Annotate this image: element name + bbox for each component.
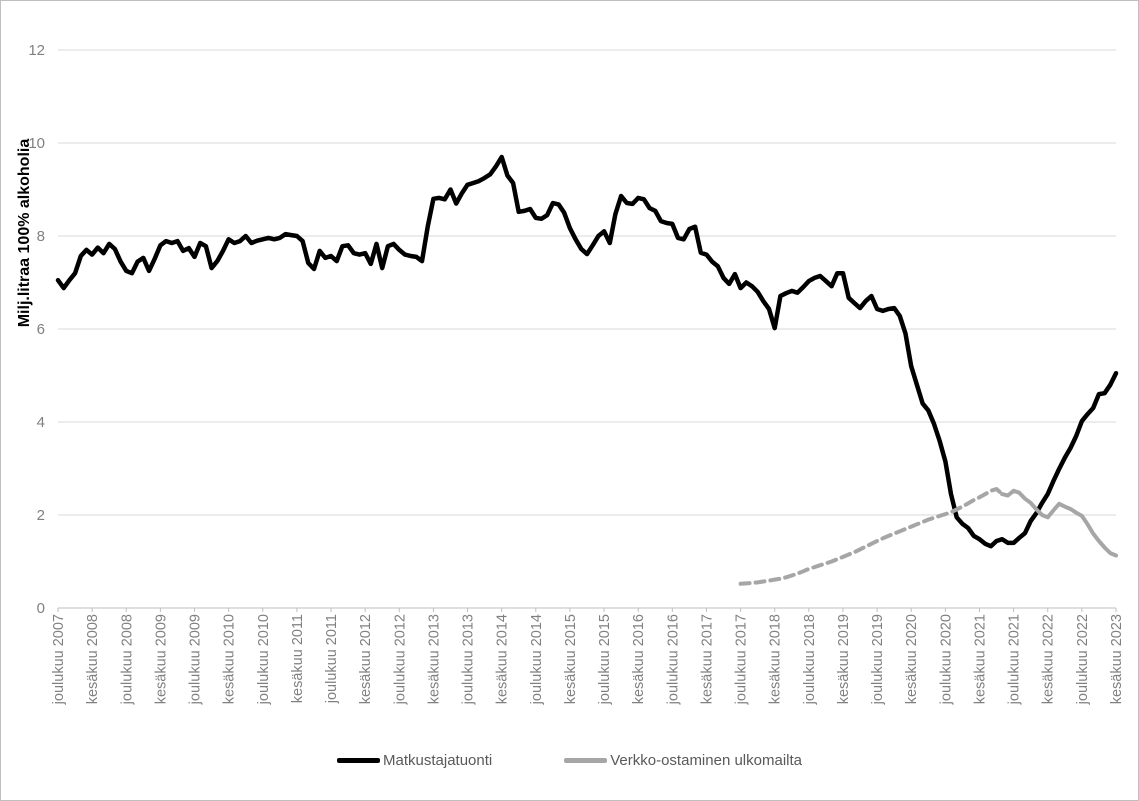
- legend-item-matkustajatuonti: Matkustajatuonti: [337, 752, 492, 769]
- x-axis-tick-label: kesäkuu 2011: [290, 614, 306, 703]
- x-axis-tick-label: kesäkuu 2010: [222, 614, 238, 704]
- x-axis-tick-label: kesäkuu 2018: [768, 614, 784, 704]
- x-axis-tick-label: joulukuu 2013: [461, 614, 477, 705]
- verkko-ostaminen-legend-line: [564, 758, 608, 763]
- matkustajatuonti-legend-line: [337, 758, 380, 763]
- y-axis-tick-label: 0: [37, 600, 45, 617]
- x-axis-tick-label: joulukuu 2010: [256, 614, 272, 705]
- legend: Matkustajatuonti Verkko-ostaminen ulkoma…: [1, 752, 1138, 769]
- legend-label: Verkko-ostaminen ulkomailta: [610, 752, 802, 769]
- y-axis-title: Milj.litraa 100% alkoholia: [11, 113, 39, 353]
- x-axis-tick-label: joulukuu 2011: [324, 614, 340, 704]
- x-axis-tick-label: kesäkuu 2014: [495, 614, 511, 704]
- x-axis-tick-label: kesäkuu 2021: [972, 614, 988, 704]
- y-axis-tick-label: 6: [37, 321, 45, 338]
- x-axis-tick-label: joulukuu 2015: [597, 614, 613, 705]
- x-axis-tick-label: joulukuu 2007: [51, 614, 67, 705]
- y-axis-tick-label: 10: [28, 135, 45, 152]
- series-line-matkustajatuonti: [55, 154, 1119, 549]
- y-axis-tick-label: 8: [37, 228, 45, 245]
- x-axis-tick-label: kesäkuu 2023: [1109, 614, 1125, 704]
- y-axis-tick-label: 12: [28, 42, 45, 59]
- y-axis-tick-label: 2: [37, 507, 45, 524]
- x-axis-tick-label: kesäkuu 2022: [1041, 614, 1057, 704]
- y-axis-title-text: Milj.litraa 100% alkoholia: [16, 138, 33, 328]
- x-axis-tick-label: joulukuu 2021: [1007, 614, 1023, 705]
- x-axis-tick-label: kesäkuu 2020: [904, 614, 920, 704]
- x-axis-tick-label: kesäkuu 2008: [85, 614, 101, 704]
- x-axis-tick-label: kesäkuu 2013: [426, 614, 442, 704]
- x-axis-tick-label: joulukuu 2008: [119, 614, 135, 705]
- legend-label: Matkustajatuonti: [383, 752, 493, 769]
- x-axis-tick-label: joulukuu 2019: [870, 614, 886, 705]
- x-axis-tick-label: kesäkuu 2016: [631, 614, 647, 704]
- x-axis-tick-label: kesäkuu 2015: [563, 614, 579, 704]
- x-axis-tick-label: joulukuu 2022: [1075, 614, 1091, 705]
- x-axis-tick-label: joulukuu 2014: [529, 614, 545, 705]
- x-axis-tick-label: joulukuu 2020: [938, 614, 954, 705]
- x-axis-tick-label: kesäkuu 2012: [358, 614, 374, 704]
- x-axis-tick-label: joulukuu 2012: [392, 614, 408, 705]
- legend-item-verkko-ostaminen: Verkko-ostaminen ulkomailta: [564, 752, 802, 769]
- series-line-verkko-ostaminen-ulkomailta-solid: [1000, 488, 1118, 558]
- x-axis-tick-label: kesäkuu 2009: [153, 614, 169, 704]
- y-axis-tick-label: 4: [37, 414, 45, 431]
- x-axis-tick-label: joulukuu 2018: [802, 614, 818, 705]
- series-line-verkko-ostaminen-ulkomailta-dashed: [738, 487, 1005, 586]
- x-axis-tick-label: kesäkuu 2019: [836, 614, 852, 704]
- x-axis-tick-label: joulukuu 2016: [665, 614, 681, 705]
- x-axis-tick-label: kesäkuu 2017: [699, 614, 715, 704]
- x-axis-tick-label: joulukuu 2009: [188, 614, 204, 705]
- x-axis-tick-label: joulukuu 2017: [734, 614, 750, 705]
